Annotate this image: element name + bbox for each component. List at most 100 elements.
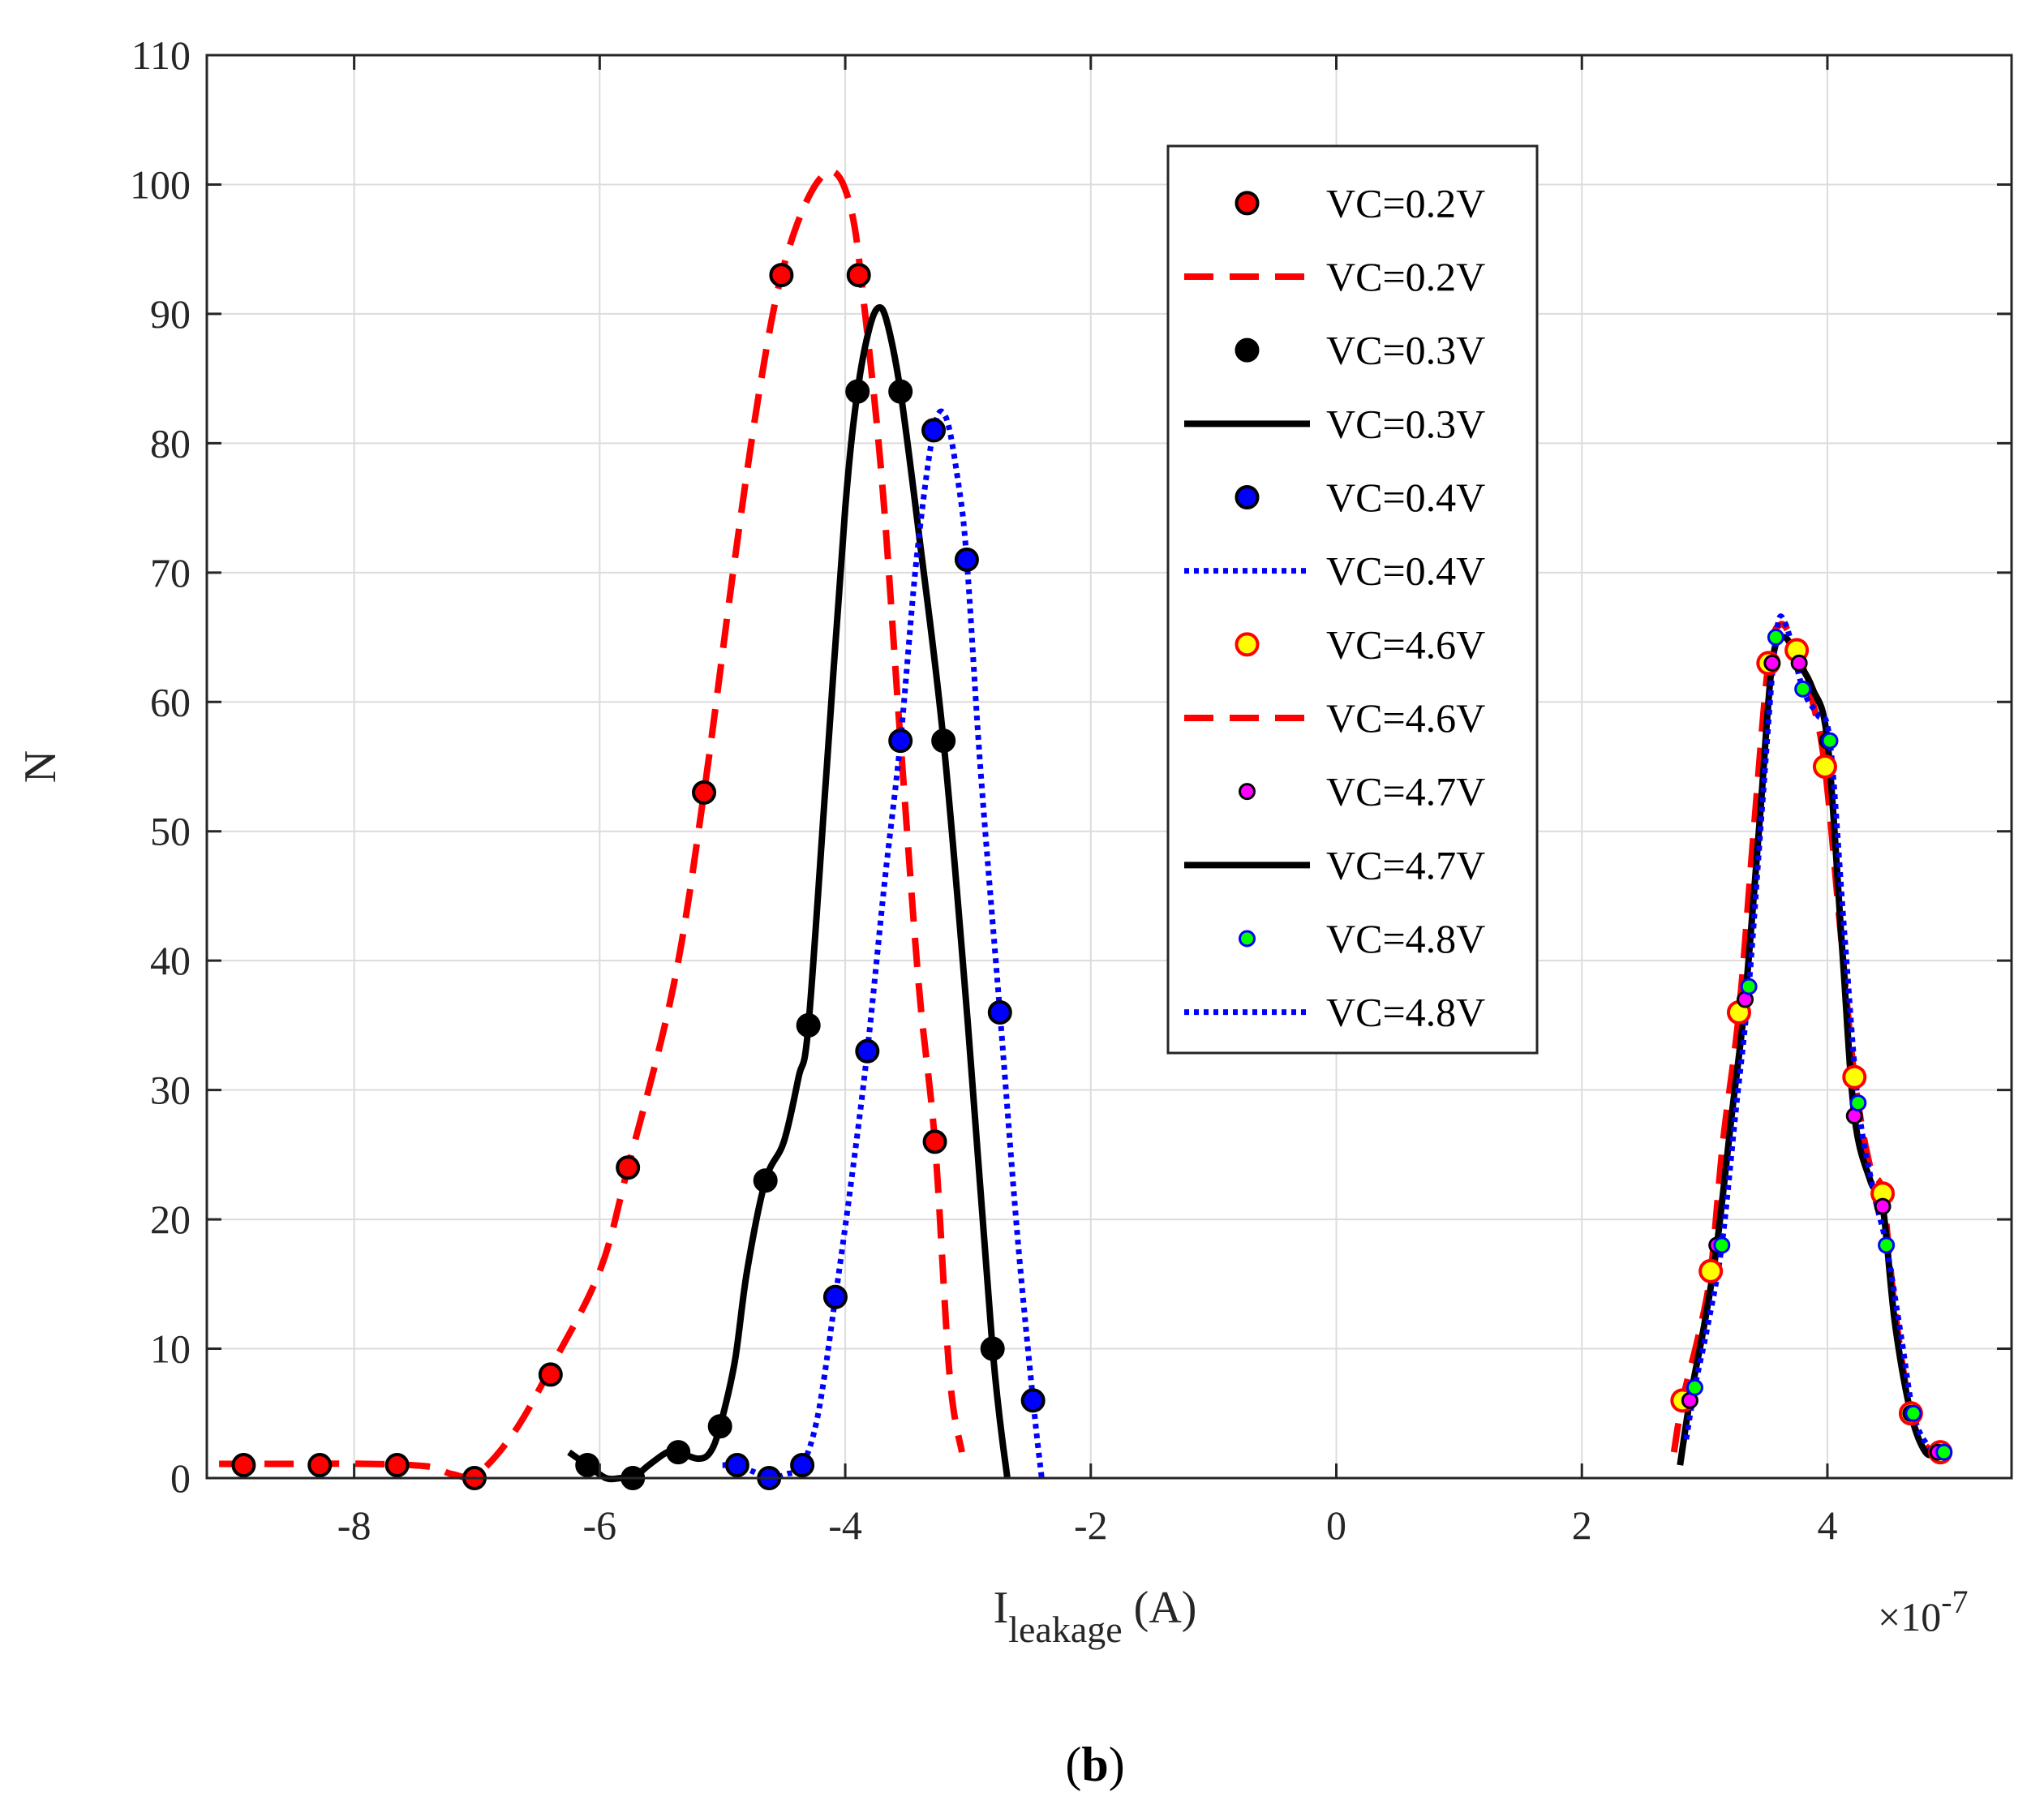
series-point <box>724 1453 749 1478</box>
series-point <box>796 1012 821 1038</box>
series-point <box>769 263 794 288</box>
legend-marker <box>1235 191 1260 216</box>
series-point <box>384 1453 410 1478</box>
panel-label: (b) <box>1065 1738 1124 1791</box>
legend-label: VC=4.6V <box>1326 695 1485 741</box>
grid <box>207 54 2012 1479</box>
legend-label: VC=0.4V <box>1326 475 1485 520</box>
x-tick-label: -2 <box>1074 1502 1108 1548</box>
series-point <box>822 1284 848 1309</box>
series-point <box>231 1453 256 1478</box>
legend-label: VC=4.7V <box>1326 769 1485 814</box>
x-tick-label: -4 <box>828 1502 862 1548</box>
series-point <box>1020 1388 1046 1413</box>
series-point <box>616 1155 641 1180</box>
plot-series <box>219 168 1953 1490</box>
x-axis-label: Ileakage (A) <box>994 1583 1197 1650</box>
series-line <box>1683 613 1953 1456</box>
y-tick-label: 90 <box>150 291 191 337</box>
panel-label-close: ) <box>1109 1738 1125 1791</box>
x-tick-label: 0 <box>1326 1502 1346 1548</box>
x-axis-label-subscript: leakage <box>1008 1609 1122 1650</box>
series-point <box>845 379 870 404</box>
series-point <box>1849 1094 1867 1112</box>
y-tick-label: 40 <box>150 938 191 983</box>
legend-label: VC=4.6V <box>1326 621 1485 667</box>
y-tick-label: 110 <box>131 32 191 78</box>
series-point <box>790 1453 815 1478</box>
series-line <box>1670 621 1951 1456</box>
y-tick-label: 10 <box>150 1326 191 1372</box>
series-point <box>1698 1258 1724 1283</box>
y-tick-label: 0 <box>170 1455 191 1501</box>
series-point <box>1904 1404 1922 1422</box>
series-point <box>707 1414 732 1439</box>
series-point <box>1935 1443 1953 1461</box>
series-point <box>538 1362 563 1387</box>
x-axis-exponent: ×10-7 <box>1878 1584 1969 1640</box>
legend-label: VC=4.8V <box>1326 916 1485 961</box>
series-point <box>888 379 913 404</box>
series-point <box>1790 654 1808 672</box>
legend-label: VC=0.2V <box>1326 180 1485 226</box>
series-point <box>1740 978 1758 995</box>
y-tick-label: 20 <box>150 1197 191 1242</box>
series-point <box>980 1336 1005 1361</box>
series-line <box>219 168 965 1481</box>
x-tick-label: 2 <box>1572 1502 1592 1548</box>
legend-box <box>1166 144 1539 1055</box>
series-point <box>1767 629 1784 647</box>
legend-marker <box>1235 337 1260 363</box>
x-axis-label-unit: (A) <box>1123 1583 1197 1633</box>
legend-marker <box>1239 783 1256 801</box>
series-point <box>846 263 871 288</box>
y-tick-label: 50 <box>150 809 191 854</box>
panel-label-letter: b <box>1081 1738 1108 1791</box>
x-tick-label: -8 <box>337 1502 371 1548</box>
series-point <box>1821 732 1839 750</box>
series-point <box>1812 754 1837 779</box>
y-tick-label: 30 <box>150 1068 191 1113</box>
legend-marker <box>1239 930 1256 948</box>
plot-frame <box>205 54 2013 1480</box>
series-point <box>1842 1064 1867 1089</box>
series-point <box>1878 1236 1896 1254</box>
series-point <box>922 1129 947 1154</box>
legend-label: VC=0.2V <box>1326 254 1485 299</box>
legend-marker <box>1235 632 1260 657</box>
x-axis-exponent-power: -7 <box>1941 1584 1968 1620</box>
series-point <box>921 418 947 443</box>
panel-label-open: ( <box>1065 1738 1081 1791</box>
x-tick-label: -6 <box>583 1502 617 1548</box>
series-point <box>931 728 956 754</box>
legend-label: VC=4.8V <box>1326 990 1485 1035</box>
y-tick-label: 70 <box>150 550 191 595</box>
legend-label: VC=0.3V <box>1326 401 1485 446</box>
series-point <box>1713 1236 1731 1254</box>
series-point <box>1685 1378 1703 1396</box>
series-point <box>855 1038 880 1064</box>
series-point <box>753 1168 778 1193</box>
legend-label: VC=4.7V <box>1326 842 1485 887</box>
x-axis-label-main: I <box>994 1583 1009 1633</box>
series-point <box>666 1440 691 1465</box>
legend-marker <box>1235 485 1260 509</box>
series-point <box>692 780 717 805</box>
y-tick-label: 60 <box>150 679 191 724</box>
series-point <box>1874 1197 1892 1215</box>
y-axis-label: N <box>15 750 66 783</box>
series-point <box>575 1453 600 1478</box>
x-axis-exponent-prefix: ×10 <box>1878 1594 1941 1640</box>
x-tick-label: 4 <box>1817 1502 1837 1548</box>
legend: VC=0.2V VC=0.2V VC=0.3V VC=0.3V VC=0.4V VC=0.… <box>1166 144 1539 1055</box>
series-point <box>1794 680 1812 698</box>
y-tick-label: 80 <box>150 420 191 466</box>
series-point <box>987 999 1012 1025</box>
series-point <box>954 547 979 572</box>
series-point <box>1763 654 1781 672</box>
y-tick-label: 100 <box>130 161 191 207</box>
series-point <box>307 1453 333 1478</box>
